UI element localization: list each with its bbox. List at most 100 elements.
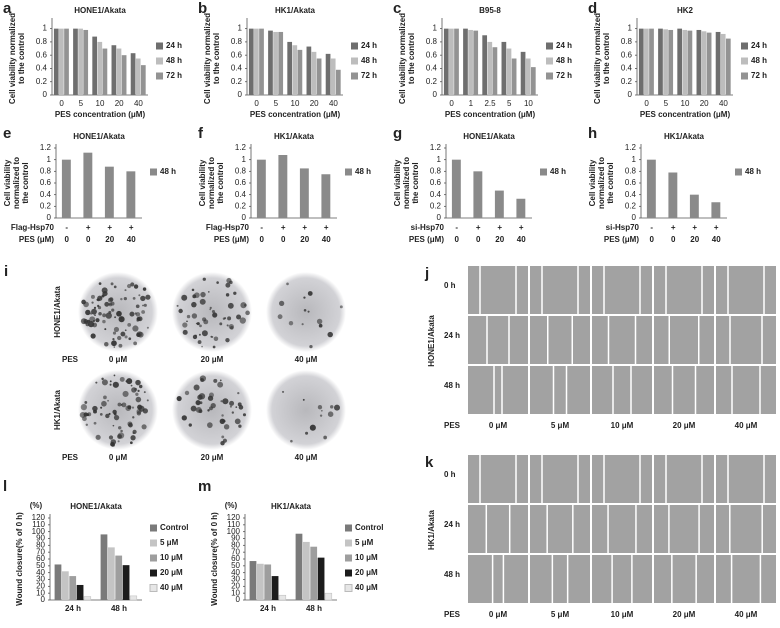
bar <box>104 166 114 218</box>
colony-dot <box>286 282 289 286</box>
colony-dot <box>231 411 234 414</box>
colony-dot <box>112 424 115 427</box>
legend-swatch <box>344 584 353 592</box>
bar <box>256 159 266 218</box>
bar <box>135 58 141 95</box>
bar <box>53 28 59 95</box>
legend-swatch <box>546 57 553 65</box>
bar <box>83 596 92 601</box>
x-tick-label: 0 <box>281 235 286 244</box>
colony-dot <box>113 285 117 289</box>
legend-label: 72 h <box>166 71 182 80</box>
panel-letter: k <box>425 454 434 471</box>
colony-dot <box>105 312 112 319</box>
y-axis-label: Wound closure(% of 0 h) <box>15 512 24 606</box>
colony-dot <box>207 422 213 428</box>
bar <box>511 58 517 95</box>
legend-swatch <box>150 524 157 532</box>
bar <box>696 29 702 95</box>
colony-dot <box>91 308 97 315</box>
colony-dot <box>307 291 313 296</box>
colony-dish <box>172 370 252 450</box>
colony-dot <box>221 414 224 417</box>
bar <box>649 28 654 95</box>
colony-dot <box>186 314 191 319</box>
x-tick-label: 0 <box>671 235 676 244</box>
wound-image <box>592 505 652 553</box>
colony-dot <box>127 405 132 410</box>
x-tick-label: + <box>476 223 481 232</box>
colony-dot <box>83 412 88 417</box>
colony-dot <box>95 381 98 384</box>
x-tick-label: 5 <box>274 99 279 108</box>
colony-dot <box>80 403 87 411</box>
bar <box>321 174 331 218</box>
x-tick-label: + <box>129 223 134 232</box>
colony-dot <box>198 409 203 414</box>
colony-dot <box>141 310 146 314</box>
x-tick-label: 5 <box>507 99 512 108</box>
colony-dot <box>130 282 135 287</box>
bar <box>295 533 303 600</box>
x-tick-label: - <box>260 223 263 232</box>
colony-dot <box>234 418 241 425</box>
colony-dot <box>109 383 112 386</box>
x-tick-label: + <box>281 223 286 232</box>
colony-dot <box>236 314 242 320</box>
wound-image <box>530 555 590 603</box>
concentration-label: 10 μM <box>611 610 634 619</box>
colony-dot <box>305 431 309 435</box>
concentration-label: 40 μM <box>295 355 318 364</box>
colony-dot <box>245 310 250 316</box>
bar <box>638 28 644 95</box>
bar <box>677 28 683 95</box>
colony-dot <box>219 418 226 424</box>
legend-swatch <box>150 539 157 547</box>
legend-swatch <box>546 72 553 80</box>
bar <box>100 534 108 600</box>
colony-dot <box>198 393 206 400</box>
bar <box>663 29 668 95</box>
colony-dot <box>319 414 323 417</box>
chart-title: HK1/Akata <box>664 132 705 141</box>
colony-dot <box>210 402 216 409</box>
bar <box>278 31 284 96</box>
y-axis-label: the control <box>606 162 615 203</box>
y-tick-label: 0.8 <box>40 166 52 175</box>
colony-dot <box>82 416 87 422</box>
y-tick-label: 100 <box>32 527 46 536</box>
bar <box>682 29 688 95</box>
colony-dot <box>142 287 147 291</box>
y-tick-label: 0 <box>242 213 247 222</box>
y-tick-label: 0.2 <box>430 201 442 210</box>
colony-dot <box>316 318 323 325</box>
chart-title: HK1/Akata <box>274 132 315 141</box>
colony-dot <box>309 344 313 349</box>
colony-dot <box>225 282 231 288</box>
bar <box>706 32 712 95</box>
pes-label: PES <box>444 421 461 430</box>
row-label: HONE1/Akata <box>53 286 62 338</box>
bar <box>324 592 333 601</box>
colony-dot <box>95 434 101 440</box>
panel-letter: m <box>198 478 211 495</box>
colony-dot <box>212 312 218 318</box>
y-axis-label: Cell viability normalized <box>593 13 602 104</box>
x-row-name: Flag-Hsp70 <box>206 223 250 232</box>
y-tick-label: 0.4 <box>36 64 48 73</box>
bar <box>299 168 309 218</box>
colony-dot <box>229 400 235 406</box>
bar <box>720 33 726 95</box>
bar <box>61 571 69 600</box>
y-tick-label: 10 <box>231 588 240 597</box>
bar <box>259 28 264 95</box>
concentration-label: 20 μM <box>673 421 696 430</box>
x-tick-label: 0 <box>65 235 70 244</box>
colony-dot <box>233 291 237 295</box>
y-tick-label: 0.4 <box>235 190 247 199</box>
bar <box>530 67 536 95</box>
y-tick-label: 0.2 <box>231 77 243 86</box>
y-tick-label: 0.8 <box>426 37 438 46</box>
colony-dot <box>116 310 122 317</box>
x-tick-label: + <box>497 223 502 232</box>
